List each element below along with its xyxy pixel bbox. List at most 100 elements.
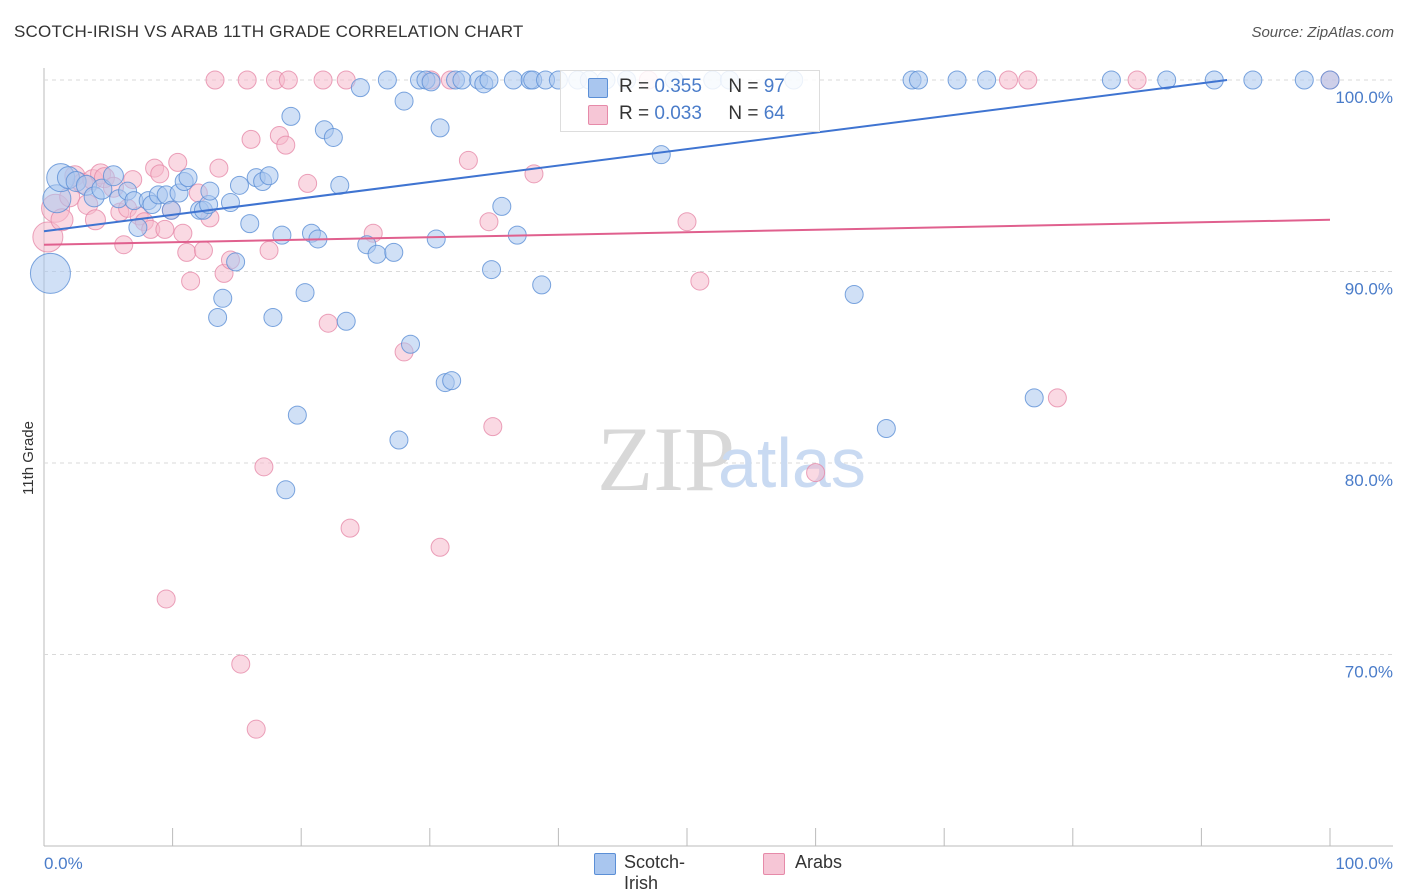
data-point xyxy=(246,719,266,739)
data-point xyxy=(276,135,296,155)
data-point xyxy=(193,240,213,260)
data-point xyxy=(84,209,106,231)
data-point xyxy=(844,284,864,304)
bottom-legend-swatch-pink xyxy=(763,853,785,875)
data-point xyxy=(231,654,251,674)
data-point xyxy=(340,518,360,538)
data-point xyxy=(1018,70,1038,90)
y-tick-label: 70.0% xyxy=(1345,663,1393,682)
data-point xyxy=(254,457,274,477)
data-point xyxy=(29,252,71,294)
data-point xyxy=(276,480,296,500)
data-point xyxy=(483,417,503,437)
arabs-trendline xyxy=(43,218,1331,246)
data-point xyxy=(1243,70,1263,90)
data-point xyxy=(237,70,257,90)
y-axis-label: 11th Grade xyxy=(20,421,37,495)
data-point xyxy=(102,165,124,187)
data-point xyxy=(209,158,229,178)
data-point xyxy=(91,178,113,200)
data-point xyxy=(272,225,292,245)
data-point xyxy=(177,242,197,262)
data-point xyxy=(150,164,170,184)
legend-swatch-pink xyxy=(588,105,608,125)
data-point xyxy=(205,70,225,90)
y-tick-label: 90.0% xyxy=(1345,280,1393,299)
data-point xyxy=(295,283,315,303)
legend-r-value: 0.355 xyxy=(654,76,702,97)
data-point xyxy=(479,70,499,90)
data-point xyxy=(168,152,188,172)
data-point xyxy=(492,196,512,216)
data-point xyxy=(876,419,896,439)
data-point xyxy=(278,70,298,90)
arabs-points xyxy=(32,70,1340,739)
data-point xyxy=(287,405,307,425)
data-point xyxy=(156,589,176,609)
correlation-legend: R = 0.355 N = 97 R = 0.033 N = 64 xyxy=(560,70,820,132)
bottom-legend-swatch-blue xyxy=(594,853,616,875)
data-point xyxy=(330,175,350,195)
data-point xyxy=(442,371,462,391)
data-point xyxy=(677,212,697,232)
data-point xyxy=(806,463,826,483)
data-point xyxy=(503,70,523,90)
source-credit: Source: ZipAtlas.com xyxy=(1251,24,1394,41)
data-point xyxy=(394,91,414,111)
data-point xyxy=(690,271,710,291)
data-point xyxy=(350,78,370,98)
data-point xyxy=(999,70,1018,90)
legend-n-label: N = xyxy=(728,76,759,97)
data-point xyxy=(298,173,318,193)
data-point xyxy=(181,271,201,291)
data-point xyxy=(651,145,671,165)
bottom-legend-label: Arabs xyxy=(795,852,843,872)
legend-n-value: 97 xyxy=(763,76,785,97)
chart-title: SCOTCH-IRISH VS ARAB 11TH GRADE CORRELAT… xyxy=(14,22,524,41)
data-point xyxy=(208,307,228,327)
data-point xyxy=(367,244,387,264)
legend-row-scotch-irish: R = 0.355 N = 97 xyxy=(619,76,785,100)
legend-n-label: N = xyxy=(728,103,759,124)
data-point xyxy=(1101,70,1121,90)
scotch-irish-trendline xyxy=(43,79,1228,233)
data-point xyxy=(532,275,552,295)
bottom-legend-label: Scotch-Irish xyxy=(624,852,686,893)
data-point xyxy=(977,70,997,90)
trend-lines xyxy=(43,79,1331,246)
data-point xyxy=(281,106,301,126)
data-point xyxy=(430,537,450,557)
data-point xyxy=(336,311,356,331)
data-point xyxy=(452,70,472,90)
data-point xyxy=(1127,70,1147,90)
data-point xyxy=(313,70,333,90)
legend-r-label: R = xyxy=(619,103,650,124)
y-tick-label: 80.0% xyxy=(1345,471,1393,490)
data-point xyxy=(1157,70,1177,90)
data-point xyxy=(323,127,343,147)
data-point xyxy=(178,168,198,188)
data-point xyxy=(240,214,260,234)
data-point xyxy=(401,334,421,354)
data-point xyxy=(155,219,175,239)
data-point xyxy=(173,223,193,243)
data-point xyxy=(226,252,246,272)
y-tick-label: 100.0% xyxy=(1335,88,1393,107)
data-point xyxy=(259,166,279,186)
data-point xyxy=(377,70,397,90)
scotch-irish-points xyxy=(29,70,1340,500)
data-point xyxy=(482,260,502,280)
y-tick-labels: 100.0% 90.0% 80.0% 70.0% xyxy=(1335,88,1393,682)
data-point xyxy=(430,118,450,138)
data-point xyxy=(229,175,249,195)
legend-r-label: R = xyxy=(619,76,650,97)
legend-n-value: 64 xyxy=(763,103,785,124)
data-point xyxy=(384,242,404,262)
data-point xyxy=(318,313,338,333)
data-point xyxy=(426,229,446,249)
data-point xyxy=(1047,388,1067,408)
data-point xyxy=(479,212,499,232)
watermark-zip: ZIP xyxy=(597,408,735,510)
data-point xyxy=(908,70,928,90)
